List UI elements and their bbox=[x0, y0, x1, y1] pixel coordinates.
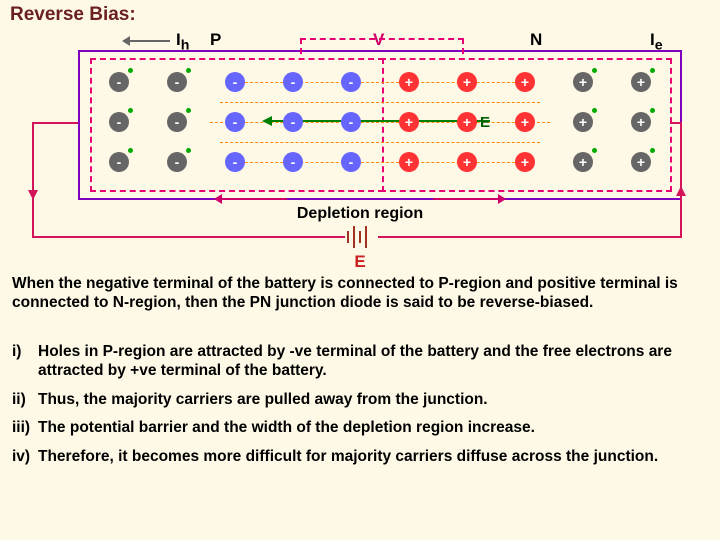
hole-icon: - bbox=[109, 112, 129, 132]
hole-icon: - bbox=[167, 112, 187, 132]
charge-row: - - - - - + + + + + bbox=[90, 152, 670, 172]
electron-icon: + bbox=[573, 152, 593, 172]
current-arrow-icon bbox=[28, 190, 38, 200]
neg-ion-icon: - bbox=[225, 72, 245, 92]
wire bbox=[32, 236, 345, 238]
intro-paragraph: When the negative terminal of the batter… bbox=[12, 274, 708, 313]
neg-ion-icon: - bbox=[283, 112, 303, 132]
point-i: Holes in P-region are attracted by -ve t… bbox=[38, 342, 708, 381]
electron-icon: + bbox=[631, 72, 651, 92]
electron-icon: + bbox=[631, 112, 651, 132]
current-arrow-icon bbox=[676, 186, 686, 196]
pn-junction-diagram: P N V Ie E - - - - - + + + + + - - - - -… bbox=[90, 58, 670, 188]
point-ii: Thus, the majority carriers are pulled a… bbox=[38, 390, 708, 409]
title: Reverse Bias: bbox=[10, 4, 136, 26]
neg-ion-icon: - bbox=[225, 152, 245, 172]
battery-e-label: E bbox=[0, 252, 720, 272]
pos-ion-icon: + bbox=[515, 112, 535, 132]
wire bbox=[670, 122, 682, 124]
neg-ion-icon: - bbox=[225, 112, 245, 132]
neg-ion-icon: - bbox=[283, 152, 303, 172]
pos-ion-icon: + bbox=[515, 72, 535, 92]
wire bbox=[32, 122, 78, 124]
depletion-arrow-right bbox=[433, 198, 498, 200]
pos-ion-icon: + bbox=[399, 112, 419, 132]
depletion-label: Depletion region bbox=[0, 205, 720, 223]
electron-icon: + bbox=[573, 72, 593, 92]
field-line bbox=[220, 142, 540, 143]
ih-current-arrow bbox=[130, 40, 170, 42]
hole-icon: - bbox=[167, 72, 187, 92]
electron-icon: + bbox=[631, 152, 651, 172]
neg-ion-icon: - bbox=[341, 112, 361, 132]
charge-row: - - - - - + + + + + bbox=[90, 112, 670, 132]
hole-icon: - bbox=[109, 152, 129, 172]
point-iv: Therefore, it becomes more difficult for… bbox=[38, 447, 708, 466]
pos-ion-icon: + bbox=[399, 72, 419, 92]
field-line bbox=[220, 102, 540, 103]
pos-ion-icon: + bbox=[399, 152, 419, 172]
pos-ion-icon: + bbox=[457, 152, 477, 172]
neg-ion-icon: - bbox=[283, 72, 303, 92]
ie-label: Ie bbox=[650, 30, 663, 53]
battery-icon bbox=[345, 226, 369, 248]
wire bbox=[378, 236, 682, 238]
p-label: P bbox=[210, 30, 221, 50]
hole-icon: - bbox=[167, 152, 187, 172]
n-label: N bbox=[530, 30, 542, 50]
charge-row: - - - - - + + + + + bbox=[90, 72, 670, 92]
neg-ion-icon: - bbox=[341, 152, 361, 172]
depletion-arrow-left bbox=[222, 198, 287, 200]
pos-ion-icon: + bbox=[515, 152, 535, 172]
electron-icon: + bbox=[573, 112, 593, 132]
v-bracket bbox=[300, 38, 464, 54]
pos-ion-icon: + bbox=[457, 72, 477, 92]
hole-icon: - bbox=[109, 72, 129, 92]
ih-label: Ih bbox=[176, 30, 189, 53]
neg-ion-icon: - bbox=[341, 72, 361, 92]
pos-ion-icon: + bbox=[457, 112, 477, 132]
points-list: i)Holes in P-region are attracted by -ve… bbox=[12, 342, 708, 466]
point-iii: The potential barrier and the width of t… bbox=[38, 418, 708, 437]
